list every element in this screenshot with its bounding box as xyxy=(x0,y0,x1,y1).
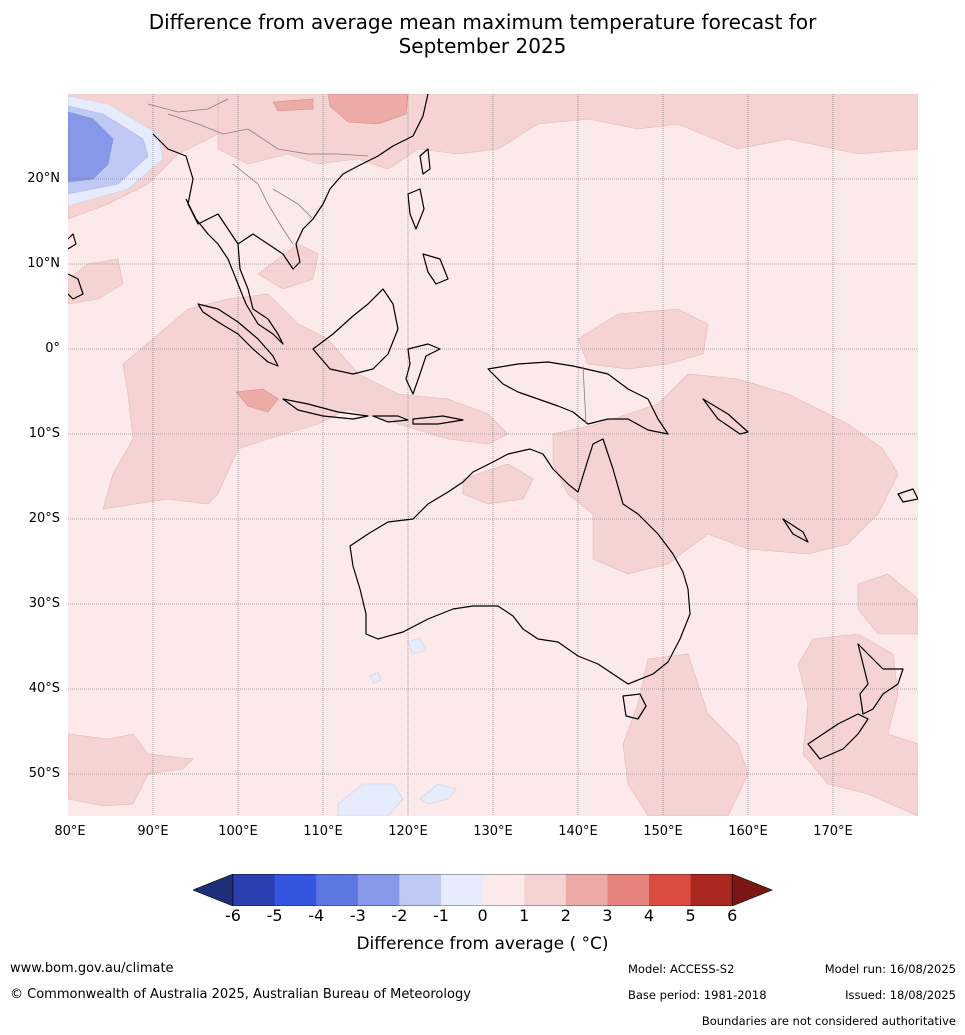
colorbar-segment xyxy=(524,874,567,906)
colorbar-segment xyxy=(399,874,442,906)
colorbar-segment xyxy=(565,874,608,906)
colorbar-segment xyxy=(233,874,276,906)
lat-label-10s: 10°S xyxy=(28,426,60,441)
colorbar-tick-label: -6 xyxy=(225,906,241,925)
colorbar-tick-label: -3 xyxy=(349,906,366,925)
colorbar-tick-label: -2 xyxy=(391,906,408,925)
colorbar-segment xyxy=(607,874,650,906)
lon-label-150e: 150°E xyxy=(643,824,683,839)
map-title: Difference from average mean maximum tem… xyxy=(0,10,965,58)
copyright-notice: © Commonwealth of Australia 2025, Austra… xyxy=(10,987,471,1002)
colorbar-tick-label: 3 xyxy=(602,906,613,925)
anomaly-cool-regions xyxy=(68,95,457,816)
lon-label-100e: 100°E xyxy=(218,824,258,839)
colorbar-tick-label: 0 xyxy=(477,906,488,925)
model-name: Model: ACCESS-S2 xyxy=(628,962,735,976)
lat-label-0: 0° xyxy=(45,341,60,356)
model-run-date: Model run: 16/08/2025 xyxy=(824,962,956,976)
lat-label-20s: 20°S xyxy=(28,511,60,526)
colorbar-extend-high xyxy=(731,873,774,907)
graticule xyxy=(68,94,918,816)
colorbar-label: Difference from average ( °C) xyxy=(356,934,609,954)
lat-label-50s: 50°S xyxy=(28,766,60,781)
anomaly-2-3-regions xyxy=(235,94,409,413)
colorbar-tick-label: -4 xyxy=(308,906,325,925)
lat-label-20n: 20°N xyxy=(27,171,60,186)
boundary-disclaimer: Boundaries are not considered authoritat… xyxy=(701,1014,956,1028)
lat-label-40s: 40°S xyxy=(28,681,60,696)
colorbar xyxy=(192,873,774,910)
map-panel xyxy=(68,94,918,816)
colorbar-tick-label: 5 xyxy=(685,906,696,925)
coastlines xyxy=(68,94,918,760)
colorbar-graphic xyxy=(192,873,774,907)
colorbar-extend-low xyxy=(192,873,234,907)
lon-label-90e: 90°E xyxy=(137,824,169,839)
colorbar-tick-label: 4 xyxy=(643,906,655,925)
colorbar-segment xyxy=(357,874,400,906)
colorbar-tick-label: 6 xyxy=(727,906,738,925)
issued-date: Issued: 18/08/2025 xyxy=(845,988,956,1002)
lon-label-170e: 170°E xyxy=(813,824,853,839)
website-link[interactable]: www.bom.gov.au/climate xyxy=(10,961,174,976)
colorbar-tick-label: -5 xyxy=(266,906,283,925)
colorbar-tick-label: 2 xyxy=(560,906,571,925)
lon-label-130e: 130°E xyxy=(473,824,513,839)
country-borders xyxy=(147,98,587,425)
lat-label-30s: 30°S xyxy=(28,596,60,611)
colorbar-tick-label: -1 xyxy=(433,906,449,925)
colorbar-segment xyxy=(649,874,692,906)
colorbar-tick-label: 1 xyxy=(519,906,530,925)
title-line-1: Difference from average mean maximum tem… xyxy=(148,10,817,34)
lon-label-140e: 140°E xyxy=(558,824,598,839)
lon-label-80e: 80°E xyxy=(54,824,86,839)
colorbar-segment xyxy=(316,874,359,906)
colorbar-segment xyxy=(482,874,525,906)
lon-label-110e: 110°E xyxy=(303,824,343,839)
temperature-anomaly-map xyxy=(68,94,918,816)
colorbar-segment xyxy=(690,874,733,906)
colorbar-segment xyxy=(274,874,317,906)
title-line-2: September 2025 xyxy=(398,34,567,58)
lon-label-160e: 160°E xyxy=(728,824,768,839)
base-period: Base period: 1981-2018 xyxy=(628,988,767,1002)
lon-label-120e: 120°E xyxy=(388,824,428,839)
colorbar-segment xyxy=(441,874,484,906)
lat-label-10n: 10°N xyxy=(27,256,60,271)
